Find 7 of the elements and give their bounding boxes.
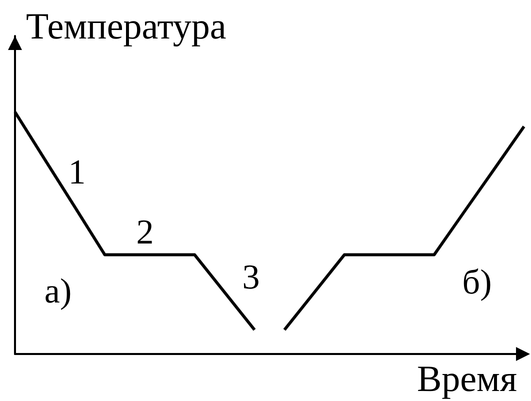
annotation: 1: [68, 152, 86, 192]
annotation: 2: [136, 212, 154, 252]
x-axis-title: Время: [416, 359, 517, 400]
y-axis-title: Температура: [26, 6, 226, 48]
annotation: 3: [242, 258, 260, 296]
annotation: б): [462, 262, 492, 302]
annotation: а): [44, 272, 72, 310]
